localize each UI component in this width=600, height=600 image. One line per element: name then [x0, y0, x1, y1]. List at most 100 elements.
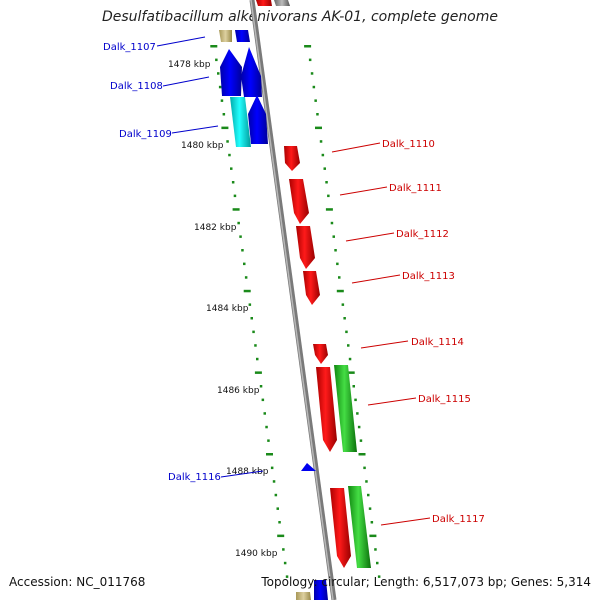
gene-dalk-1108-b[interactable]: [241, 47, 262, 97]
tick-major: [358, 453, 366, 456]
tick-mark: [345, 330, 348, 334]
tick-mark: [239, 235, 242, 238]
tick-mark: [332, 235, 335, 238]
tick-mark: [244, 276, 248, 279]
tick-major: [304, 45, 312, 48]
accession-text: Accession: NC_011768: [9, 575, 146, 589]
tick-mark: [220, 99, 224, 102]
genome-backbone: [249, 0, 337, 600]
tick-mark: [376, 561, 379, 565]
tick-mark: [267, 439, 270, 442]
gene-dalk-1117-green[interactable]: [348, 486, 371, 568]
gene-label-dalk-1114[interactable]: Dalk_1114: [411, 337, 464, 348]
tick-mark: [241, 249, 244, 252]
tick-mark: [336, 262, 339, 266]
kbp-label: 1488 kbp: [226, 467, 269, 477]
gene-label-dalk-1113[interactable]: Dalk_1113: [402, 271, 455, 282]
gene-dalk-1114[interactable]: [313, 344, 328, 364]
tick-mark: [370, 521, 374, 524]
gene-label-dalk-1116[interactable]: Dalk_1116: [168, 472, 221, 483]
genome-info-text: Topology: circular; Length: 6,517,073 bp…: [261, 575, 591, 589]
gene-dalk-1109[interactable]: [230, 97, 251, 147]
tick-mark: [356, 412, 359, 415]
kbp-label: 1482 kbp: [194, 223, 237, 233]
gene-dalk-1115-green[interactable]: [334, 365, 357, 452]
tick-mark: [256, 357, 259, 361]
tick-mark: [217, 72, 220, 75]
tick-mark: [272, 480, 276, 483]
tick-mark: [237, 221, 240, 225]
kbp-label: 1484 kbp: [206, 304, 249, 314]
tick-mark: [368, 507, 372, 510]
genome-title: Desulfatibacillum alkenivorans AK-01, co…: [101, 9, 499, 25]
gene-dalk-1115[interactable]: [316, 367, 337, 452]
tick-mark: [261, 398, 265, 402]
tick-mark: [283, 561, 287, 565]
tick-mark: [285, 575, 289, 578]
gene-label-dalk-1108[interactable]: Dalk_1108: [110, 81, 163, 92]
tick-mark: [248, 303, 252, 306]
label-leaders-right: [331, 142, 431, 526]
tick-mark: [338, 276, 341, 279]
tick-mark: [343, 317, 346, 320]
gene-blue-partial-bottom[interactable]: [314, 580, 328, 600]
tick-major: [210, 45, 218, 48]
kbp-label: 1478 kbp: [168, 60, 211, 70]
tick-major: [369, 534, 377, 538]
gene-label-dalk-1115[interactable]: Dalk_1115: [418, 394, 471, 405]
gene-blue-partial[interactable]: [235, 30, 250, 42]
tick-mark: [347, 344, 350, 347]
gene-label-dalk-1117[interactable]: Dalk_1117: [432, 514, 485, 525]
tick-mark: [374, 548, 377, 551]
gene-dalk-1110[interactable]: [284, 146, 300, 171]
tick-mark: [308, 58, 312, 62]
gene-khaki-partial-bottom[interactable]: [296, 592, 311, 600]
tick-major: [232, 208, 240, 211]
gene-khaki-partial[interactable]: [219, 30, 232, 42]
tick-mark: [254, 344, 257, 347]
gene-label-dalk-1109[interactable]: Dalk_1109: [119, 129, 172, 140]
tick-mark: [354, 398, 357, 402]
gene-dalk-1112[interactable]: [296, 226, 315, 269]
tick-mark: [270, 466, 274, 470]
tick-mark: [228, 153, 231, 157]
tick-mark: [278, 521, 281, 524]
tick-mark: [323, 167, 326, 170]
tick-mark: [367, 493, 370, 497]
kbp-label: 1480 kbp: [181, 141, 224, 151]
tick-mark: [330, 221, 334, 225]
tick-mark: [222, 113, 226, 116]
tick-mark: [316, 113, 319, 116]
tick-mark: [377, 575, 381, 578]
tick-mark: [265, 425, 268, 429]
gene-dalk-1116[interactable]: [301, 463, 316, 471]
tick-mark: [348, 357, 352, 361]
tick-mark: [327, 194, 330, 198]
tick-major: [221, 126, 229, 130]
tick-mark: [314, 99, 317, 102]
tick-mark: [276, 507, 279, 510]
gene-label-dalk-1111[interactable]: Dalk_1111: [389, 183, 442, 194]
tick-mark: [334, 249, 337, 252]
tick-mark: [359, 439, 363, 442]
gene-red-partial-top[interactable]: [256, 0, 272, 6]
tick-track-left: [210, 45, 289, 578]
tick-mark: [226, 140, 229, 143]
gene-dalk-1109-b[interactable]: [248, 95, 268, 144]
gene-gray-partial-top[interactable]: [274, 0, 290, 6]
gene-label-dalk-1112[interactable]: Dalk_1112: [396, 229, 449, 240]
gene-dalk-1111[interactable]: [289, 179, 309, 224]
gene-dalk-1117[interactable]: [330, 488, 351, 568]
gene-dalk-1113[interactable]: [303, 271, 320, 305]
kbp-label: 1490 kbp: [235, 549, 278, 559]
gene-label-dalk-1110[interactable]: Dalk_1110: [382, 139, 435, 150]
tick-mark: [357, 425, 361, 429]
tick-mark: [231, 181, 235, 184]
tick-major: [325, 208, 333, 211]
tick-mark: [363, 466, 366, 470]
tick-mark: [312, 85, 316, 89]
gene-label-dalk-1107[interactable]: Dalk_1107: [103, 42, 156, 53]
gene-dalk-1108[interactable]: [220, 49, 242, 96]
